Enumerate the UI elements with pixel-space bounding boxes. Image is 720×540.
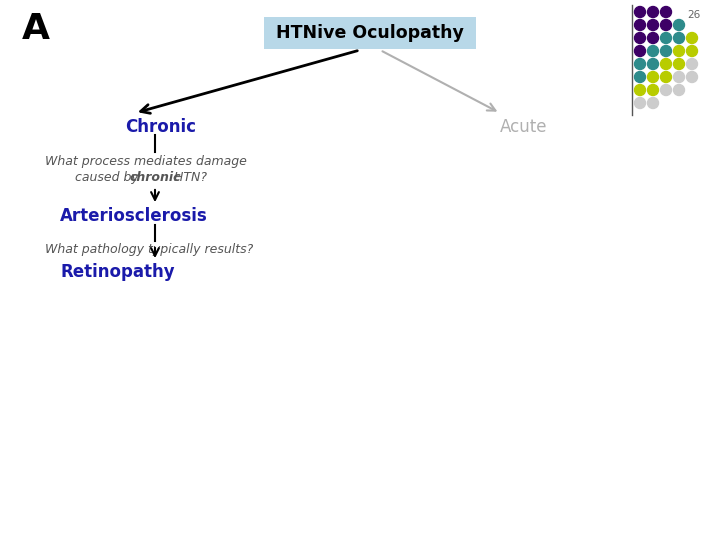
Circle shape bbox=[660, 58, 672, 70]
Text: 26: 26 bbox=[687, 10, 700, 20]
Circle shape bbox=[647, 84, 659, 96]
Circle shape bbox=[647, 71, 659, 83]
Circle shape bbox=[686, 45, 698, 57]
Circle shape bbox=[634, 6, 646, 17]
Text: Arteriosclerosis: Arteriosclerosis bbox=[60, 207, 208, 225]
Circle shape bbox=[647, 6, 659, 17]
Text: Retinopathy: Retinopathy bbox=[60, 263, 175, 281]
Circle shape bbox=[673, 71, 685, 83]
Circle shape bbox=[673, 19, 685, 30]
Circle shape bbox=[673, 45, 685, 57]
Text: What pathology typically results?: What pathology typically results? bbox=[45, 243, 253, 256]
Circle shape bbox=[647, 32, 659, 44]
Text: Chronic: Chronic bbox=[125, 118, 196, 136]
Circle shape bbox=[634, 45, 646, 57]
Text: chronic: chronic bbox=[130, 171, 181, 184]
Text: What process mediates damage: What process mediates damage bbox=[45, 155, 247, 168]
Circle shape bbox=[660, 6, 672, 17]
Circle shape bbox=[660, 32, 672, 44]
Circle shape bbox=[634, 58, 646, 70]
Circle shape bbox=[673, 58, 685, 70]
Text: HTN?: HTN? bbox=[170, 171, 207, 184]
Circle shape bbox=[634, 19, 646, 30]
Circle shape bbox=[647, 58, 659, 70]
Circle shape bbox=[634, 32, 646, 44]
Text: A: A bbox=[22, 12, 50, 46]
Circle shape bbox=[686, 32, 698, 44]
Text: HTNive Oculopathy: HTNive Oculopathy bbox=[276, 24, 464, 42]
Circle shape bbox=[634, 84, 646, 96]
Text: caused by: caused by bbox=[75, 171, 143, 184]
Circle shape bbox=[660, 19, 672, 30]
Circle shape bbox=[673, 84, 685, 96]
Circle shape bbox=[660, 71, 672, 83]
FancyBboxPatch shape bbox=[264, 17, 476, 49]
Circle shape bbox=[634, 71, 646, 83]
Circle shape bbox=[686, 58, 698, 70]
Circle shape bbox=[660, 84, 672, 96]
Circle shape bbox=[673, 32, 685, 44]
Text: Acute: Acute bbox=[500, 118, 547, 136]
Circle shape bbox=[686, 71, 698, 83]
Circle shape bbox=[647, 98, 659, 109]
Circle shape bbox=[634, 98, 646, 109]
Circle shape bbox=[660, 45, 672, 57]
Circle shape bbox=[647, 19, 659, 30]
Circle shape bbox=[647, 45, 659, 57]
